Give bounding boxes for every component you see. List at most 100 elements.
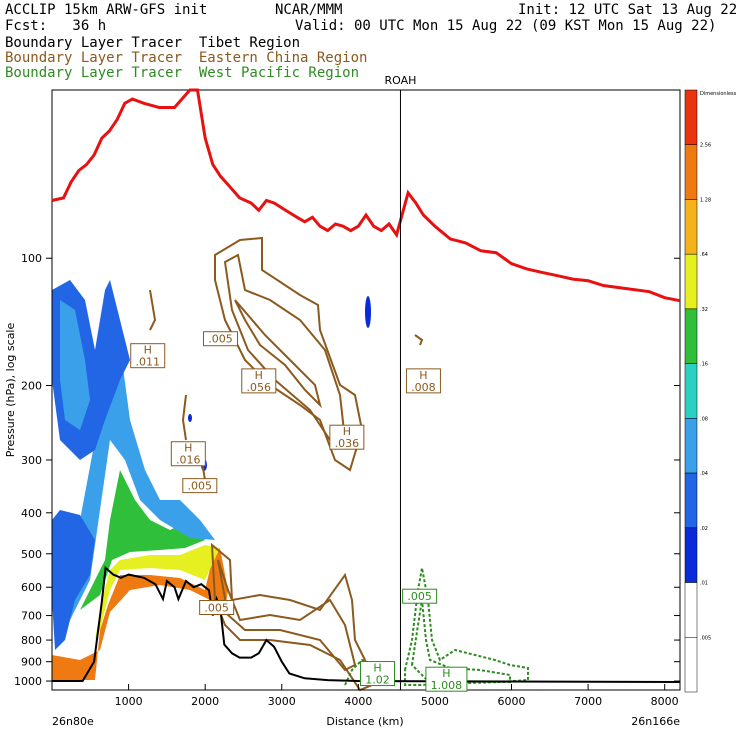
colorbar-swatch <box>684 89 698 145</box>
colorbar-swatch <box>684 253 698 310</box>
tropopause-line <box>51 88 681 303</box>
x-tick-label: 2000 <box>191 695 219 708</box>
contour-label: H.056 <box>241 368 277 394</box>
colorbar-level: .04 <box>700 471 708 477</box>
contour-label: H.008 <box>405 368 441 394</box>
contour-value: .005 <box>208 333 233 346</box>
y-tick-label: 400 <box>21 507 42 520</box>
y-tick-label: 300 <box>21 454 42 467</box>
contour-value: 1.008 <box>431 679 463 692</box>
colorbar-level: 2.56 <box>700 143 711 149</box>
x-axis-ticks: 1000 2000 3000 4000 5000 6000 7000 8000 <box>115 684 679 708</box>
x-tick-label: 5000 <box>421 695 449 708</box>
x-tick-label: 6000 <box>498 695 526 708</box>
contour-label-box <box>199 600 235 616</box>
colorbar: Dimensionless .005 .01 .02 .04 .08 .16 .32 .64 1.… <box>684 89 737 693</box>
contour-label: .005 <box>402 588 438 604</box>
contour-thin-upper <box>149 289 157 331</box>
contour-label: .005 <box>202 331 238 347</box>
high-marker: H <box>184 442 192 455</box>
contour-label-box <box>241 368 277 394</box>
contour-label-box <box>202 331 238 347</box>
contour-label-box <box>329 424 365 450</box>
y-tick-label: 600 <box>21 581 42 594</box>
y-tick-label: 900 <box>21 656 42 669</box>
colorbar-title: Dimensionless <box>700 91 737 97</box>
colorbar-level: .32 <box>700 307 708 313</box>
x-axis-title: Distance (km) <box>326 715 403 728</box>
org-label: NCAR/MMM <box>275 2 343 18</box>
contour-label: H.016 <box>170 441 206 467</box>
contour-upper-mid <box>223 253 347 441</box>
tracer-field-orange <box>52 548 228 680</box>
tracer-field-yellow <box>95 545 220 640</box>
contour-label: H.011 <box>130 343 166 369</box>
colorbar-level: .02 <box>700 526 708 532</box>
eastern-china-contours <box>149 236 424 692</box>
init-time: Init: 12 UTC Sat 13 Aug 22 <box>518 2 738 18</box>
colorbar-level: 1.28 <box>700 197 711 203</box>
contour-value: .011 <box>135 356 160 369</box>
contour-value: .005 <box>407 590 432 603</box>
contour-value: .016 <box>176 454 201 467</box>
legend-west-pacific: Boundary Layer Tracer West Pacific Regio… <box>5 65 360 81</box>
tracer-field-upper-cyan <box>60 300 90 430</box>
high-marker: H <box>442 667 450 680</box>
high-marker: H <box>255 369 263 382</box>
high-marker: H <box>373 662 381 675</box>
tracer-field-blue <box>52 510 95 650</box>
tracer-spot-east <box>365 296 371 328</box>
x-tick-label: 3000 <box>268 695 296 708</box>
y-tick-label: 100 <box>21 252 42 265</box>
colorbar-swatch <box>684 472 698 529</box>
colorbar-swatch <box>684 637 698 693</box>
contour-label-box <box>405 368 441 394</box>
contour-value: .056 <box>247 381 272 394</box>
legend-eastern-china: Boundary Layer Tracer Eastern China Regi… <box>5 50 368 66</box>
high-marker: H <box>419 369 427 382</box>
contour-label: H1.008 <box>425 666 468 692</box>
x-tick-label: 7000 <box>574 695 602 708</box>
forecast-hour: Fcst: 36 h <box>5 18 107 34</box>
x-tick-label: 8000 <box>651 695 679 708</box>
tibet-terrain-line <box>52 565 681 683</box>
contour-label-box <box>182 478 218 494</box>
tracer-field-cyan <box>55 330 215 650</box>
contour-label: .005 <box>199 600 235 616</box>
legend-tibet: Boundary Layer Tracer Tibet Region <box>5 35 301 51</box>
x-tick-label: 1000 <box>115 695 143 708</box>
contour-low-outer <box>210 542 374 692</box>
contour-labels: H.011.005H.056H.008H.036H.016.005.005.00… <box>130 331 468 692</box>
contour-thin-mid <box>181 394 187 441</box>
contour-low-inner <box>217 559 357 672</box>
colorbar-level: .64 <box>700 252 708 258</box>
x-tick-label: 4000 <box>344 695 372 708</box>
y-axis-title: Pressure (hPa), log scale <box>4 323 17 458</box>
contour-value: .036 <box>335 437 360 450</box>
y-axis-ticks: 100 200 300 400 500 600 700 800 900 1000 <box>14 252 680 688</box>
tracer-filled-field <box>52 280 371 680</box>
x-right-label: 26n166e <box>631 715 680 728</box>
high-marker: H <box>144 344 152 357</box>
contour-label-box <box>402 588 438 604</box>
colorbar-swatch <box>684 199 698 255</box>
colorbar-level: .08 <box>700 416 708 422</box>
contour-label-box <box>425 666 468 692</box>
colorbar-swatch <box>684 582 698 638</box>
colorbar-level: .01 <box>700 581 708 587</box>
colorbar-swatch <box>684 527 698 583</box>
y-tick-label: 200 <box>21 380 42 393</box>
y-tick-label: 500 <box>21 548 42 561</box>
contour-label: H1.02 <box>359 661 395 687</box>
contour-label-box <box>170 441 206 467</box>
plot-frame <box>51 89 681 691</box>
contour-label: H.036 <box>329 424 365 450</box>
colorbar-level: .16 <box>700 362 708 368</box>
tracer-spot-upper <box>188 414 192 422</box>
model-title: ACCLIP 15km ARW-GFS init <box>5 2 208 18</box>
contour-value: .005 <box>188 480 213 493</box>
colorbar-level: .005 <box>700 635 711 641</box>
colorbar-swatch <box>684 363 698 419</box>
colorbar-swatch <box>684 418 698 474</box>
